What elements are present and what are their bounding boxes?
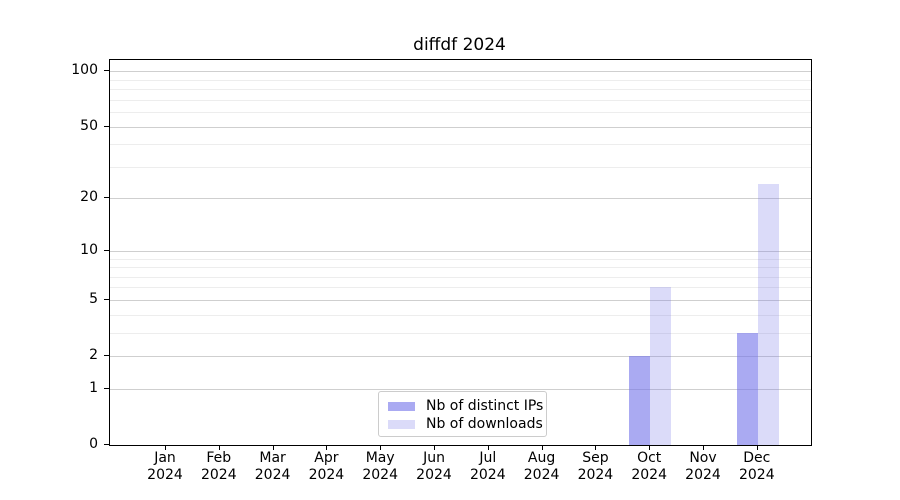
gridline-major-5 [110, 299, 811, 301]
y-tick-label-10: 10 [80, 241, 98, 258]
x-tick-mark-feb [218, 445, 220, 450]
x-tick-label-oct: Oct 2024 [631, 450, 667, 483]
gridline-minor-60 [110, 112, 811, 114]
gridline-minor-8 [110, 267, 811, 268]
y-tick-mark-100 [104, 70, 109, 72]
y-tick-mark-2 [104, 355, 109, 356]
gridline-major-50 [110, 126, 811, 128]
gridline-minor-90 [110, 79, 811, 81]
bar-nb-of-distinct-ips-dec [736, 332, 758, 445]
x-tick-label-feb: Feb 2024 [200, 450, 237, 483]
y-tick-label-20: 20 [80, 189, 98, 206]
gridline-minor-30 [110, 166, 811, 168]
chart-title: diffdf 2024 [413, 35, 506, 55]
gridline-minor-9 [110, 258, 811, 260]
x-tick-label-jan: Jan 2024 [147, 450, 183, 483]
y-tick-mark-50 [104, 125, 109, 127]
x-tick-mark-sep [595, 445, 597, 450]
x-tick-label-apr: Apr 2024 [308, 450, 345, 483]
legend-label-distinct-ips: Nb of distinct IPs [426, 398, 544, 414]
gridline-major-2 [110, 356, 811, 357]
y-tick-label-2: 2 [89, 347, 98, 363]
x-tick-label-mar: Mar 2024 [254, 450, 291, 483]
gridline-major-10 [110, 250, 811, 252]
y-tick-label-5: 5 [89, 290, 98, 307]
gridline-major-100 [110, 71, 811, 73]
y-tick-mark-0 [104, 444, 109, 445]
y-tick-label-100: 100 [71, 62, 98, 79]
y-tick-mark-10 [104, 249, 109, 251]
x-tick-mark-jul [487, 445, 489, 450]
gridline-minor-6 [110, 287, 811, 289]
gridline-minor-40 [110, 144, 811, 146]
x-tick-mark-jan [165, 445, 166, 450]
x-tick-label-jul: Jul 2024 [469, 450, 506, 483]
x-tick-mark-apr [326, 445, 328, 450]
bar-nb-of-downloads-oct [650, 287, 672, 445]
x-tick-label-dec: Dec 2024 [738, 450, 775, 483]
x-tick-mark-mar [272, 445, 274, 450]
x-tick-mark-jun [434, 445, 435, 450]
x-tick-label-jun: Jun 2024 [416, 450, 452, 483]
x-tick-mark-dec [756, 445, 758, 450]
gridline-major-20 [110, 198, 811, 200]
gridline-minor-3 [110, 332, 811, 334]
gridline-minor-70 [110, 99, 811, 101]
legend-item-downloads: Nb of downloads [388, 415, 543, 433]
x-tick-label-aug: Aug 2024 [523, 450, 560, 483]
legend-swatch-distinct-ips [388, 401, 415, 411]
bar-nb-of-downloads-dec [757, 184, 779, 445]
plot-area [109, 59, 812, 446]
gridline-major-1 [110, 388, 811, 390]
legend-label-downloads: Nb of downloads [426, 416, 543, 432]
gridline-minor-80 [110, 89, 811, 91]
gridline-minor-7 [110, 276, 811, 278]
y-tick-label-50: 50 [80, 117, 98, 134]
y-tick-label-0: 0 [89, 436, 98, 452]
x-tick-label-sep: Sep 2024 [577, 450, 614, 483]
y-tick-mark-1 [104, 387, 109, 389]
x-tick-label-may: May 2024 [362, 450, 398, 483]
y-tick-mark-20 [104, 197, 109, 199]
x-tick-mark-aug [541, 445, 543, 450]
x-tick-mark-oct [649, 445, 651, 450]
bar-nb-of-distinct-ips-oct [629, 356, 651, 445]
x-tick-mark-nov [703, 445, 704, 450]
legend-swatch-downloads [388, 419, 415, 429]
gridline-minor-4 [110, 314, 811, 316]
legend: Nb of distinct IPs Nb of downloads [378, 391, 547, 437]
x-tick-label-nov: Nov 2024 [685, 450, 721, 483]
legend-item-distinct-ips: Nb of distinct IPs [388, 397, 543, 415]
y-tick-mark-5 [104, 298, 109, 300]
y-tick-label-1: 1 [89, 379, 98, 396]
x-tick-mark-may [380, 445, 382, 450]
